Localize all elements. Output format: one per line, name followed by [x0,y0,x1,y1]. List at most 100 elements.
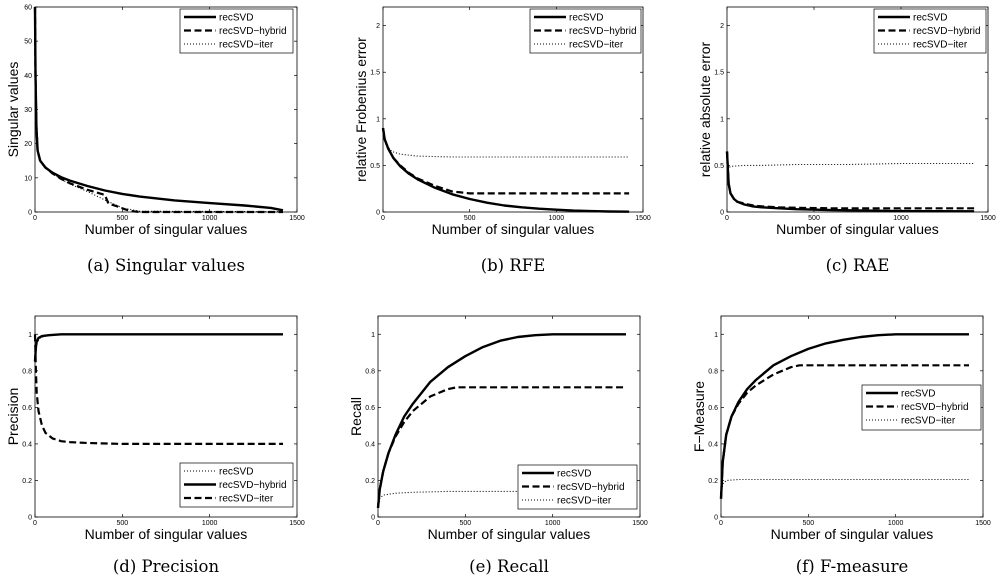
y-axis-label: Singular values [5,62,21,158]
x-tick-label: 1500 [289,520,305,527]
legend-label: recSVD−hybrid [913,26,981,37]
series-line-dashed [376,386,626,509]
legend-label: recSVD [913,13,947,24]
series-line-dashed [725,151,975,210]
y-tick-label: 10 [24,175,32,182]
legend-label: recSVD [219,13,253,24]
legend-label: recSVD−iter [901,416,956,427]
y-tick-label: 0.2 [708,478,718,485]
x-tick-label: 500 [116,520,128,527]
x-axis-label: Number of singular values [85,221,248,237]
y-tick-label: 0.4 [708,441,718,448]
x-tick-label: 1000 [549,215,565,222]
y-tick-label: 1 [28,332,32,339]
y-tick-label: 60 [24,5,32,12]
series-line-dashed [33,334,283,445]
series-line-solid [381,127,630,213]
y-tick-label: 30 [24,107,32,114]
legend-label: recSVD−iter [219,40,274,51]
series-line-dotted [382,127,630,158]
y-tick-label: 0 [714,515,718,522]
y-tick-label: 0.6 [708,405,718,412]
y-tick-label: 0 [376,210,380,217]
y-tick-label: 20 [24,141,32,148]
legend-label: recSVD [557,469,591,480]
x-tick-label: 0 [33,215,37,222]
subfigure-caption: (e) Recall [469,557,549,576]
x-tick-label: 500 [808,215,820,222]
subfigure-caption: (d) Precision [113,557,220,576]
series-line-dotted [34,6,284,213]
y-tick-label: 0.2 [365,478,375,485]
chart-panel-3: 0 500 1000 1500 0 0.2 0.4 0.6 0.8 1 Number of sing… [5,315,305,576]
series-line-dashed [33,6,283,214]
x-tick-label: 500 [459,520,471,527]
y-tick-label: 0.6 [365,405,375,412]
series-line-solid [725,151,975,213]
y-tick-label: 0 [371,515,375,522]
y-tick-label: 0.2 [22,478,32,485]
legend-label: recSVD−hybrid [219,480,287,491]
legend-label: recSVD [569,13,603,24]
plot-frame [726,6,989,213]
subfigure-caption: (a) Singular values [87,256,245,275]
x-axis-label: Number of singular values [776,221,939,237]
y-tick-label: 0.8 [365,368,375,375]
y-tick-label: 0.5 [714,163,724,170]
y-tick-label: 0.4 [365,441,375,448]
x-tick-label: 0 [719,520,723,527]
x-tick-label: 500 [802,520,814,527]
legend-label: recSVD−hybrid [901,402,969,413]
x-tick-label: 1500 [975,520,991,527]
x-tick-label: 1500 [632,520,648,527]
y-tick-label: 2 [376,23,380,30]
x-tick-label: 1000 [888,520,904,527]
x-tick-label: 1000 [545,520,561,527]
y-tick-label: 0 [28,515,32,522]
y-tick-label: 1.5 [370,70,380,77]
plot-frame [382,6,644,213]
legend-label: recSVD−iter [569,40,624,51]
x-tick-label: 0 [33,520,37,527]
chart-panel-2: 0 500 1000 1500 0 0.5 1 1.5 2 Number of singular … [697,6,996,275]
chart-panel-1: 0 500 1000 1500 0 0.5 1 1.5 2 Number of singular … [353,6,651,275]
legend-label: recSVD−hybrid [557,482,625,493]
legend-label: recSVD−iter [557,496,612,507]
legend-label: recSVD [219,467,253,478]
x-tick-label: 500 [464,215,476,222]
x-tick-label: 1000 [202,215,218,222]
legend-label: recSVD−hybrid [569,26,637,37]
y-tick-label: 1 [714,332,718,339]
y-axis-label: relative absolute error [697,41,713,177]
y-tick-label: 0.8 [22,368,32,375]
series-line-solid [33,333,283,362]
y-axis-label: Precision [5,388,21,446]
x-tick-label: 1500 [635,215,651,222]
y-tick-label: 1 [720,116,724,123]
y-axis-label: F−Measure [691,381,707,452]
legend-label: recSVD [901,389,935,400]
plot-frame [34,315,298,518]
subfigure-caption: (b) RFE [481,256,546,275]
y-axis-label: relative Frobenius error [353,37,369,182]
y-tick-label: 0 [28,210,32,217]
x-tick-label: 1000 [202,520,218,527]
y-tick-label: 0 [720,210,724,217]
chart-panel-0: 0 500 1000 1500 0 10 20 30 40 50 60 Number of singu… [5,5,305,276]
y-axis-label: Recall [348,397,364,436]
x-tick-label: 1500 [980,215,996,222]
subfigure-caption: (c) RAE [826,256,890,275]
y-tick-label: 1 [371,332,375,339]
chart-panel-5: 0 500 1000 1500 0 0.2 0.4 0.6 0.8 1 Number of sing… [691,315,991,576]
y-tick-label: 0.4 [22,441,32,448]
plot-frame [377,315,641,518]
series-line-dotted [720,478,969,499]
y-tick-label: 0.6 [22,405,32,412]
plot-frame [720,315,984,518]
y-tick-label: 0.8 [708,368,718,375]
y-tick-label: 50 [24,39,32,46]
chart-panel-4: 0 500 1000 1500 0 0.2 0.4 0.6 0.8 1 Number of sing… [348,315,648,576]
x-axis-label: Number of singular values [85,526,248,542]
x-axis-label: Number of singular values [432,221,595,237]
